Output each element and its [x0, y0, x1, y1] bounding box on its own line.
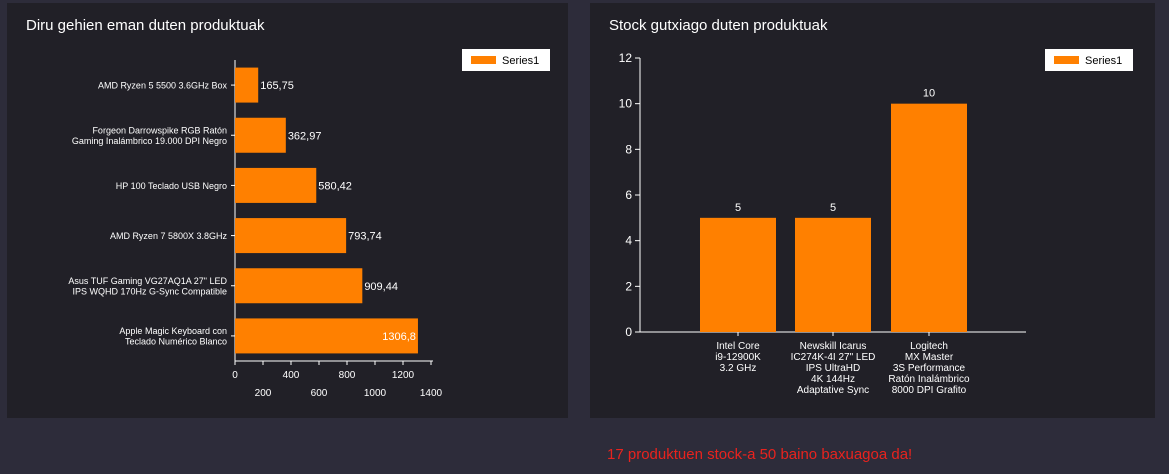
- category-label: 4K 144Hz: [811, 374, 855, 385]
- category-label: AMD Ryzen 7 5800X 3.8GHz: [110, 231, 228, 241]
- bar: [795, 217, 871, 332]
- bar: [891, 103, 967, 333]
- y-tick-label: 10: [619, 97, 633, 111]
- y-tick-label: 4: [625, 234, 632, 248]
- bar: [235, 218, 347, 254]
- bar-value-label: 362,97: [288, 130, 322, 142]
- x-tick-label: 800: [339, 370, 356, 381]
- top-revenue-chart: 165,75 AMD Ryzen 5 5500 3.6GHz Box 362,97 F…: [68, 49, 550, 399]
- x-tick-label: 400: [283, 370, 300, 381]
- x-tick-label: 200: [255, 388, 272, 399]
- y-tick-label: 12: [619, 51, 633, 65]
- x-tick-label: 600: [311, 388, 328, 399]
- category-label: Logitech: [910, 341, 948, 352]
- y-tick-label: 8: [625, 142, 632, 156]
- category-label: 3.2 GHz: [720, 363, 757, 374]
- x-tick-label: 1400: [420, 388, 443, 399]
- low-stock-chart-panel: Stock gutxiago duten produktuak 0 2 4 6 8 10 1…: [590, 3, 1155, 418]
- category-label: Ratón Inalámbrico: [888, 374, 970, 385]
- x-tick-label: 1000: [364, 388, 387, 399]
- category-label: IPS WQHD 170Hz G-Sync Compatible: [72, 287, 227, 297]
- bar-value-label: 793,74: [348, 231, 382, 243]
- category-label: Newskill Icarus: [800, 341, 867, 352]
- bar-value-label: 165,75: [260, 80, 294, 92]
- x-tick-label: 1200: [392, 370, 415, 381]
- top-revenue-chart-title: Diru gehien eman duten produktuak: [26, 17, 265, 34]
- category-label: IC274K-4I 27" LED: [791, 352, 876, 363]
- bar: [235, 318, 418, 354]
- category-label: 3S Performance: [893, 363, 966, 374]
- y-tick-label: 0: [625, 325, 632, 339]
- x-tick-label: 0: [232, 370, 238, 381]
- category-label: i9-12900K: [715, 352, 761, 363]
- category-label: Asus TUF Gaming VG27AQ1A 27" LED: [68, 276, 227, 286]
- low-stock-warning: 17 produktuen stock-a 50 baino baxuagoa …: [607, 446, 913, 463]
- category-label: Forgeon Darrowspike RGB Ratón: [92, 126, 227, 136]
- bar-value-label: 909,44: [364, 281, 398, 293]
- bar-value-label: 5: [735, 202, 741, 214]
- category-label: Teclado Numérico Blanco: [125, 337, 227, 347]
- y-tick-label: 6: [625, 188, 632, 202]
- bar: [700, 217, 776, 332]
- legend-box: [462, 49, 550, 71]
- category-label: Intel Core: [716, 341, 760, 352]
- bar: [235, 167, 317, 203]
- bar-value-label: 580,42: [318, 180, 352, 192]
- category-label: AMD Ryzen 5 5500 3.6GHz Box: [98, 81, 228, 91]
- top-revenue-chart-panel: Diru gehien eman duten produktuak 165,75…: [7, 3, 568, 418]
- category-label: Apple Magic Keyboard con: [119, 326, 227, 336]
- bar-value-label: 5: [830, 202, 836, 214]
- bar-value-label: 1306,8: [382, 331, 416, 343]
- category-label: HP 100 Teclado USB Negro: [116, 181, 227, 191]
- bar: [235, 117, 286, 153]
- legend-label: Series1: [502, 55, 539, 67]
- low-stock-chart-title: Stock gutxiago duten produktuak: [609, 17, 828, 34]
- legend-box: [1045, 49, 1133, 71]
- legend-swatch: [1054, 56, 1079, 64]
- category-label: IPS UltraHD: [806, 363, 860, 374]
- category-label: Adaptative Sync: [797, 385, 869, 396]
- y-tick-label: 2: [625, 279, 632, 293]
- category-label: Gaming Inalámbrico 19.000 DPI Negro: [72, 136, 227, 146]
- bar-value-label: 10: [923, 88, 935, 100]
- bar: [235, 67, 259, 103]
- legend-label: Series1: [1085, 55, 1122, 67]
- category-label: MX Master: [905, 352, 954, 363]
- category-label: 8000 DPI Grafito: [892, 385, 967, 396]
- legend-swatch: [471, 56, 496, 64]
- bar: [235, 268, 363, 304]
